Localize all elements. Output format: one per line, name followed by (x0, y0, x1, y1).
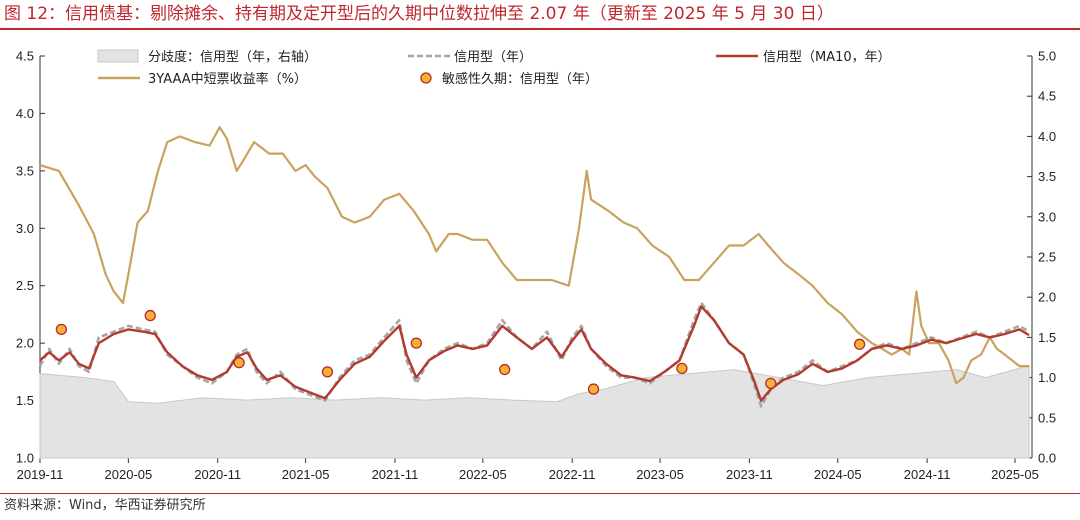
y-left-tick-label: 2.0 (16, 336, 34, 351)
x-tick-label: 2022-11 (549, 467, 596, 482)
source-note: 资料来源：Wind，华西证券研究所 (4, 498, 206, 513)
series-aaa-yield-line (39, 126, 1030, 385)
sensitivity-marker (55, 323, 68, 336)
y-right-tick-label: 4.0 (1038, 129, 1056, 144)
legend-label-sensitivity: 敏感性久期：信用型（年） (442, 71, 598, 87)
legend-label-credit_ma10: 信用型（MA10，年） (763, 50, 891, 65)
chart: 1.0 1.5 2.0 2.5 3.0 3.5 4.0 4.5 0.0 0.5 1.0 1.5 2.0 2… (16, 49, 1056, 483)
x-tick-label: 2023-05 (636, 467, 684, 482)
x-tick-label: 2021-11 (372, 467, 419, 482)
y-right-tick-label: 0.5 (1038, 410, 1056, 425)
y-left-tick-label: 3.5 (16, 163, 34, 178)
y-left-tick-label: 4.5 (16, 49, 34, 64)
y-right-tick-label: 2.0 (1038, 290, 1056, 305)
chart-legend: 分歧度：信用型（年，右轴） 信用型（年） 信用型（MA10，年） 3YAAA中短票收益… (97, 49, 891, 87)
legend-swatch-sensitivity (420, 72, 432, 84)
x-tick-label: 2024-05 (814, 467, 862, 482)
area-layer (39, 364, 1030, 459)
x-tick-label: 2024-11 (904, 467, 951, 482)
x-tick-label: 2020-05 (105, 467, 153, 482)
bottom-rule (0, 493, 1080, 494)
y-right-tick-label: 4.5 (1038, 89, 1056, 104)
y-right-tick-label: 3.5 (1038, 169, 1056, 184)
sensitivity-marker (676, 362, 688, 375)
x-tick-label: 2025-05 (991, 467, 1039, 482)
y-left-tick-label: 1.5 (16, 393, 34, 408)
sensitivity-marker (765, 377, 777, 389)
sensitivity-marker (853, 338, 866, 350)
x-tick-label: 2019-11 (17, 467, 64, 482)
sensitivity-marker (144, 309, 156, 322)
marker-layer (55, 309, 866, 395)
x-tick-label: 2022-05 (459, 467, 507, 482)
chart-axes: 1.0 1.5 2.0 2.5 3.0 3.5 4.0 4.5 0.0 0.5 1.0 1.5 2.0 2… (16, 49, 1056, 483)
y-right-tick-label: 2.5 (1038, 250, 1056, 265)
y-left-tick-label: 1.0 (16, 451, 34, 466)
x-tick-label: 2021-05 (282, 467, 330, 482)
y-right-tick-label: 3.0 (1038, 209, 1056, 224)
title-rule (0, 28, 1080, 30)
legend-swatch-dispersion (97, 49, 139, 63)
legend-label-dispersion: 分歧度：信用型（年，右轴） (148, 49, 317, 65)
y-right-tick-label: 1.5 (1038, 330, 1056, 345)
sensitivity-marker (499, 363, 511, 376)
line-layer (38, 126, 1030, 408)
y-left-tick-label: 2.5 (16, 278, 34, 293)
y-left-tick-label: 3.0 (16, 221, 34, 236)
sensitivity-marker (321, 366, 334, 378)
x-tick-label: 2020-11 (194, 467, 241, 482)
y-right-tick-label: 5.0 (1038, 49, 1056, 64)
x-tick-label: 2023-11 (726, 467, 773, 482)
series-dispersion-area (39, 364, 1030, 459)
series-credit-ma10-line (39, 305, 1030, 402)
legend-label-credit_raw: 信用型（年） (454, 50, 532, 65)
y-right-tick-label: 0.0 (1038, 451, 1056, 466)
y-left-tick-label: 4.0 (16, 106, 34, 121)
y-right-tick-label: 1.0 (1038, 370, 1056, 385)
sensitivity-marker (233, 357, 245, 369)
figure-title: 图 12：信用债基：剔除摊余、持有期及定开型后的久期中位数拉伸至 2.07 年（… (4, 4, 834, 24)
sensitivity-marker (410, 337, 422, 349)
sensitivity-marker (587, 383, 600, 395)
legend-label-aaa_yield: 3YAAA中短票收益率（%） (148, 71, 307, 87)
